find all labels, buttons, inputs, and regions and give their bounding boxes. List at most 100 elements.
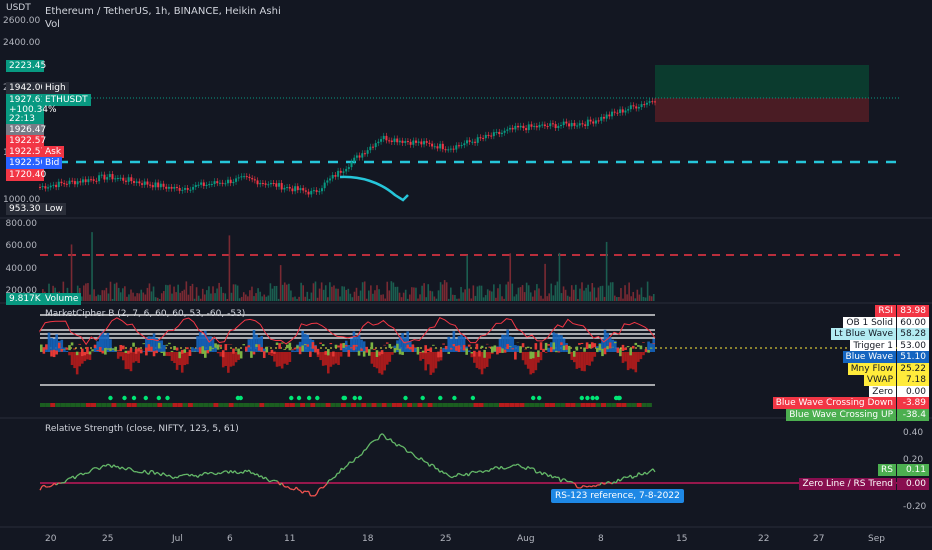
mc-moneyflow-bar <box>547 344 550 346</box>
volume-bar <box>529 292 532 301</box>
rs-line-segment <box>431 463 434 466</box>
mc-wave-bar <box>480 352 484 375</box>
rs-line-segment <box>113 464 117 468</box>
price-candle <box>514 125 517 130</box>
mc-wave-bar <box>303 333 307 352</box>
rs-line-segment <box>121 466 125 470</box>
volume-bar <box>177 284 179 301</box>
rs-line-segment <box>76 473 80 477</box>
mc-wave-bar <box>191 347 194 352</box>
price-candle <box>468 140 471 142</box>
mc-wave-bar <box>255 334 258 352</box>
mc-moneyflow-bar <box>537 350 540 357</box>
price-candle <box>517 125 520 128</box>
rs-line-segment <box>455 472 459 477</box>
price-candle <box>431 143 434 147</box>
mc-moneyflow-bar <box>157 342 161 349</box>
volume-bar <box>515 294 518 301</box>
volume-bar <box>361 282 364 301</box>
rs-line-segment <box>629 474 634 479</box>
mc-signal-dot <box>342 395 348 401</box>
symbol-title[interactable]: Ethereum / TetherUS, 1h, BINANCE, Heikin… <box>45 6 281 17</box>
rs-line-segment <box>398 443 402 447</box>
rs-line-segment <box>420 457 424 462</box>
mc-wave-bar <box>114 350 117 352</box>
mc-moneyflow-bar <box>342 343 345 348</box>
target-zone <box>655 65 869 98</box>
price-candle <box>243 176 246 178</box>
volume-bar <box>320 282 323 301</box>
mc-wave-bar <box>288 352 292 362</box>
mc-signal-dot <box>289 395 294 401</box>
mc-wave-bar <box>614 340 617 352</box>
mc-wave-bar <box>306 334 310 352</box>
mc-wave-bar <box>250 338 253 352</box>
marketcipher-title[interactable]: MarketCipher B (2, 7, 6, 60, 60, 53, -60… <box>45 309 246 319</box>
volume-label[interactable]: Vol <box>45 19 60 30</box>
mc-wave-bar <box>60 339 64 352</box>
volume-bar <box>484 295 487 301</box>
price-candle <box>616 112 619 114</box>
price-candle <box>533 125 536 127</box>
mc-legend-value: 51.10 <box>897 351 929 363</box>
price-candle <box>621 109 624 113</box>
mc-moneyflow-bar <box>111 348 115 350</box>
price-candle <box>632 105 635 107</box>
mc-moneyflow-bar <box>565 344 568 350</box>
price-candle <box>154 182 157 188</box>
price-candle <box>474 141 477 143</box>
price-candle <box>482 137 485 139</box>
rs-reference-note[interactable]: RS-123 reference, 7-8-2022 <box>551 489 684 503</box>
mc-wave-bar <box>414 347 417 352</box>
rs-line-segment <box>156 471 160 475</box>
price-candle <box>549 123 552 127</box>
mc-wave-bar <box>470 352 474 358</box>
mc-moneyflow-bar <box>432 344 435 346</box>
mc-bottom-strip <box>478 403 484 407</box>
volume-bar <box>384 298 386 301</box>
rs-line-segment <box>429 463 433 467</box>
rs-title[interactable]: Relative Strength (close, NIFTY, 123, 5,… <box>45 424 239 434</box>
rs-line-segment <box>441 470 445 474</box>
mc-bottom-strip <box>193 403 198 407</box>
mc-legend-value: 83.98 <box>897 305 929 317</box>
price-candle <box>165 186 168 189</box>
mc-moneyflow-bar <box>283 349 287 350</box>
price-candle <box>76 181 79 185</box>
volume-bar <box>624 285 626 301</box>
rs-line-segment <box>88 469 92 474</box>
volume-bar <box>640 287 643 301</box>
mc-bottom-strip <box>228 403 234 407</box>
rs-line-segment <box>90 467 94 471</box>
volume-bar <box>370 285 372 301</box>
mc-moneyflow-bar <box>552 342 556 350</box>
rs-line-segment <box>635 472 640 477</box>
volume-bar <box>169 284 171 301</box>
mc-moneyflow-bar <box>649 347 653 349</box>
price-candle <box>111 174 114 180</box>
mc-bottom-strip <box>519 403 525 407</box>
price-candle <box>425 141 428 143</box>
rs-line-segment <box>295 486 299 491</box>
price-candle <box>347 167 350 169</box>
rs-line-segment <box>648 469 652 473</box>
mc-bottom-strip <box>641 403 647 407</box>
mc-wave-bar <box>170 352 174 361</box>
mc-bottom-strip <box>346 403 351 407</box>
price-candle <box>380 139 383 142</box>
price-candle <box>447 149 450 151</box>
volume-bar <box>331 286 333 301</box>
rs-line-segment <box>322 485 326 489</box>
price-candle <box>487 134 490 136</box>
volume-bar <box>158 298 161 301</box>
volume-bar <box>376 285 378 301</box>
mc-wave-bar <box>337 352 340 365</box>
mc-signal-dot <box>531 395 536 401</box>
rs-line-segment <box>131 469 135 473</box>
volume-bar <box>499 284 501 301</box>
mc-moneyflow-bar <box>447 351 451 354</box>
mc-bottom-strip <box>233 403 239 407</box>
mc-wave-bar <box>585 352 589 366</box>
mc-wave-bar <box>163 345 166 352</box>
